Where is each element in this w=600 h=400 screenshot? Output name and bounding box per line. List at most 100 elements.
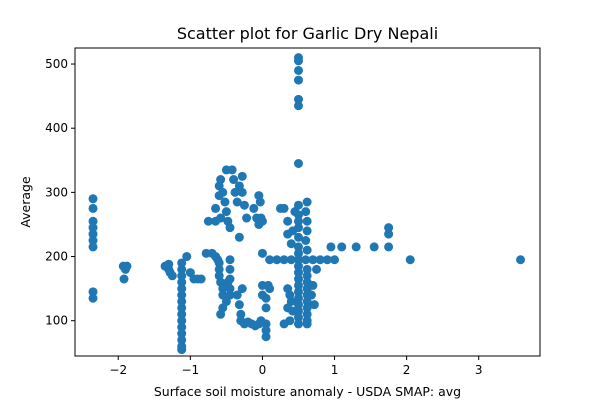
scatter-point-74	[225, 255, 235, 265]
scatter-point-62	[229, 175, 239, 185]
scatter-point-164	[306, 290, 316, 300]
scatter-point-171	[308, 255, 318, 265]
scatter-point-131	[293, 268, 303, 278]
scatter-point-79	[223, 277, 233, 287]
y-tick-label: 200	[45, 250, 68, 264]
scatter-point-75	[225, 264, 235, 274]
scatter-point-182	[384, 242, 394, 252]
scatter-point-93	[237, 284, 247, 294]
y-tick-label: 300	[45, 185, 68, 199]
scatter-point-144	[288, 306, 298, 316]
x-tick-label: 3	[475, 363, 483, 377]
scatter-point-69	[242, 213, 252, 223]
scatter-point-177	[337, 242, 347, 252]
scatter-point-82	[236, 309, 246, 319]
scatter-point-51	[203, 216, 213, 226]
scatter-point-63	[230, 187, 240, 197]
scatter-point-136	[293, 300, 303, 310]
y-tick-label: 100	[45, 314, 68, 328]
scatter-point-94	[249, 203, 259, 213]
scatter-point-27	[177, 316, 187, 326]
scatter-point-124	[293, 216, 303, 226]
scatter-point-174	[330, 255, 340, 265]
scatter-point-109	[279, 203, 289, 213]
scatter-point-17	[164, 259, 174, 269]
scatter-point-98	[255, 197, 265, 207]
scatter-point-127	[293, 242, 303, 252]
scatter-point-66	[237, 171, 247, 181]
scatter-point-105	[261, 303, 271, 313]
scatter-point-160	[302, 309, 312, 319]
x-axis-label: Surface soil moisture anomaly - USDA SMA…	[154, 384, 461, 399]
scatter-point-154	[302, 271, 312, 281]
y-tick-label: 400	[45, 121, 68, 135]
scatter-point-57	[220, 197, 230, 207]
scatter-point-172	[315, 255, 325, 265]
scatter-point-2	[88, 216, 98, 226]
scatter-point-42	[214, 258, 224, 268]
scatter-point-25	[177, 303, 187, 313]
scatter-point-130	[293, 261, 303, 271]
scatter-point-101	[257, 248, 267, 258]
scatter-point-104	[261, 293, 271, 303]
scatter-point-149	[302, 216, 312, 226]
axes-frame	[74, 47, 541, 357]
scatter-point-67	[237, 187, 247, 197]
scatter-point-1	[88, 203, 98, 213]
scatter-point-55	[216, 175, 226, 185]
scatter-point-50	[216, 309, 226, 319]
scatter-point-147	[302, 197, 312, 207]
scatter-point-110	[283, 216, 293, 226]
y-axis-ticks: 100 200 300 400 500	[45, 57, 75, 328]
scatter-point-167	[272, 255, 282, 265]
scatter-point-52	[211, 203, 221, 213]
scatter-point-23	[177, 290, 187, 300]
scatter-point-37	[196, 274, 206, 284]
scatter-point-173	[322, 255, 332, 265]
scatter-point-18	[177, 258, 187, 268]
scatter-point-68	[239, 200, 249, 210]
scatter-point-119	[293, 94, 303, 104]
scatter-point-3	[88, 223, 98, 233]
scatter-point-5	[88, 236, 98, 245]
scatter-point-26	[177, 309, 187, 319]
scatter-point-175	[312, 264, 322, 274]
scatter-point-168	[279, 255, 289, 265]
scatter-point-163	[308, 280, 318, 290]
scatter-point-30	[177, 335, 187, 345]
scatter-point-165	[309, 300, 319, 310]
scatter-point-58	[221, 207, 231, 217]
scatter-point-33	[182, 252, 192, 262]
scatter-point-100	[257, 216, 267, 226]
scatter-point-22	[177, 284, 187, 294]
scatter-point-150	[302, 226, 312, 236]
scatter-point-32	[177, 345, 187, 355]
x-tick-label: 0	[259, 363, 267, 377]
scatter-point-19	[177, 264, 187, 274]
scatter-point-92	[261, 332, 271, 342]
chart-title: Scatter plot for Garlic Dry Nepali	[177, 24, 438, 43]
scatter-point-6	[88, 242, 98, 252]
scatter-point-126	[293, 232, 303, 242]
scatter-point-0	[88, 194, 98, 204]
scatter-point-29	[177, 329, 187, 339]
scatter-point-117	[293, 65, 303, 75]
scatter-point-146	[285, 316, 295, 326]
scatter-point-81	[234, 300, 244, 310]
scatter-point-129	[293, 255, 303, 265]
scatter-point-134	[293, 287, 303, 297]
scatter-point-20	[177, 271, 187, 281]
scatter-point-166	[265, 255, 275, 265]
scatter-point-56	[218, 187, 228, 197]
scatter-point-71	[216, 213, 226, 223]
scatter-point-158	[302, 296, 312, 306]
scatter-point-159	[302, 303, 312, 313]
y-tick-label: 500	[45, 57, 68, 71]
scatter-point-162	[302, 319, 312, 329]
scatter-point-4	[88, 229, 98, 239]
scatter-point-180	[384, 223, 394, 233]
scatter-point-64	[232, 197, 242, 207]
x-axis-ticks: −2 −1 0 1 2 3	[109, 356, 483, 377]
scatter-point-46	[218, 284, 228, 294]
